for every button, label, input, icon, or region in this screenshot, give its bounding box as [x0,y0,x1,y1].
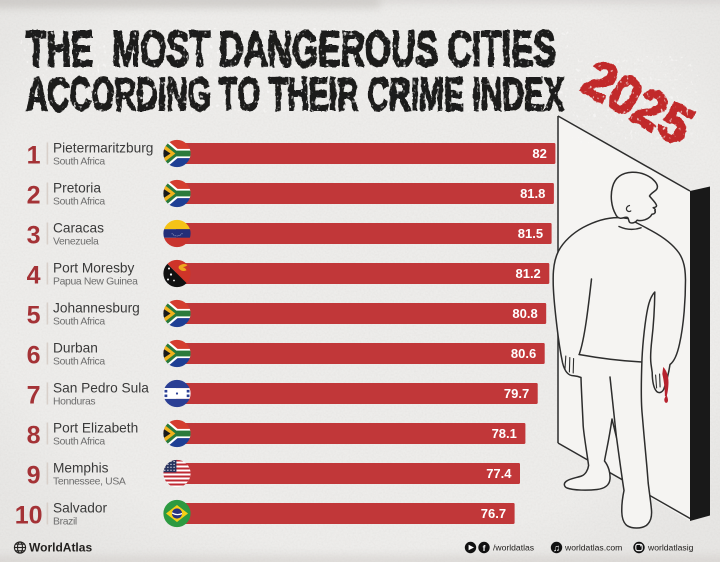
svg-text:76.7: 76.7 [481,506,506,521]
svg-text:10: 10 [15,502,43,530]
svg-text:78.1: 78.1 [492,426,517,441]
svg-text:Durban: Durban [53,341,98,356]
svg-text:Honduras: Honduras [53,397,95,408]
svg-text:South Africa: South Africa [53,357,105,368]
svg-text:Port Moresby: Port Moresby [53,261,135,276]
svg-text:Caracas: Caracas [53,221,104,236]
svg-text:Johannesburg: Johannesburg [53,301,140,316]
svg-text:80.6: 80.6 [511,346,536,361]
svg-text:South Africa: South Africa [53,317,105,328]
svg-text:Salvador: Salvador [53,501,107,516]
svg-text:♫: ♫ [553,543,560,554]
svg-text:San Pedro Sula: San Pedro Sula [53,381,149,396]
svg-text:9: 9 [27,462,41,490]
svg-text:5: 5 [27,302,41,330]
svg-text:South Africa: South Africa [53,157,105,168]
svg-text:worldatlasig: worldatlasig [647,543,694,553]
svg-text:WorldAtlas: WorldAtlas [29,541,92,555]
svg-text:4: 4 [27,262,41,290]
svg-text:81.8: 81.8 [520,186,545,201]
svg-text:Memphis: Memphis [53,461,109,476]
svg-text:77.4: 77.4 [486,466,512,481]
svg-text:82: 82 [532,146,546,161]
svg-text:79.7: 79.7 [504,386,529,401]
svg-text:Tennessee, USA: Tennessee, USA [53,477,126,488]
svg-text:81.2: 81.2 [515,266,540,281]
svg-text:Pretoria: Pretoria [53,181,101,196]
svg-text:1: 1 [27,142,41,170]
svg-text:Brazil: Brazil [53,517,77,528]
svg-text:81.5: 81.5 [518,226,543,241]
svg-text:f: f [483,543,486,553]
svg-text:South Africa: South Africa [53,197,105,208]
svg-text:worldatlas.com: worldatlas.com [564,543,622,553]
svg-text:80.8: 80.8 [512,306,537,321]
svg-text:Venezuela: Venezuela [53,237,99,248]
svg-text:2: 2 [27,182,41,210]
svg-text:Port Elizabeth: Port Elizabeth [53,421,138,436]
svg-text:6: 6 [27,342,41,370]
svg-text:3: 3 [27,222,41,250]
svg-text:/worldatlas: /worldatlas [493,543,534,553]
svg-text:7: 7 [27,382,41,410]
svg-text:South Africa: South Africa [53,437,105,448]
svg-text:Pietermaritzburg: Pietermaritzburg [53,141,153,156]
svg-text:Papua New Guinea: Papua New Guinea [53,277,138,288]
svg-text:8: 8 [27,422,41,450]
